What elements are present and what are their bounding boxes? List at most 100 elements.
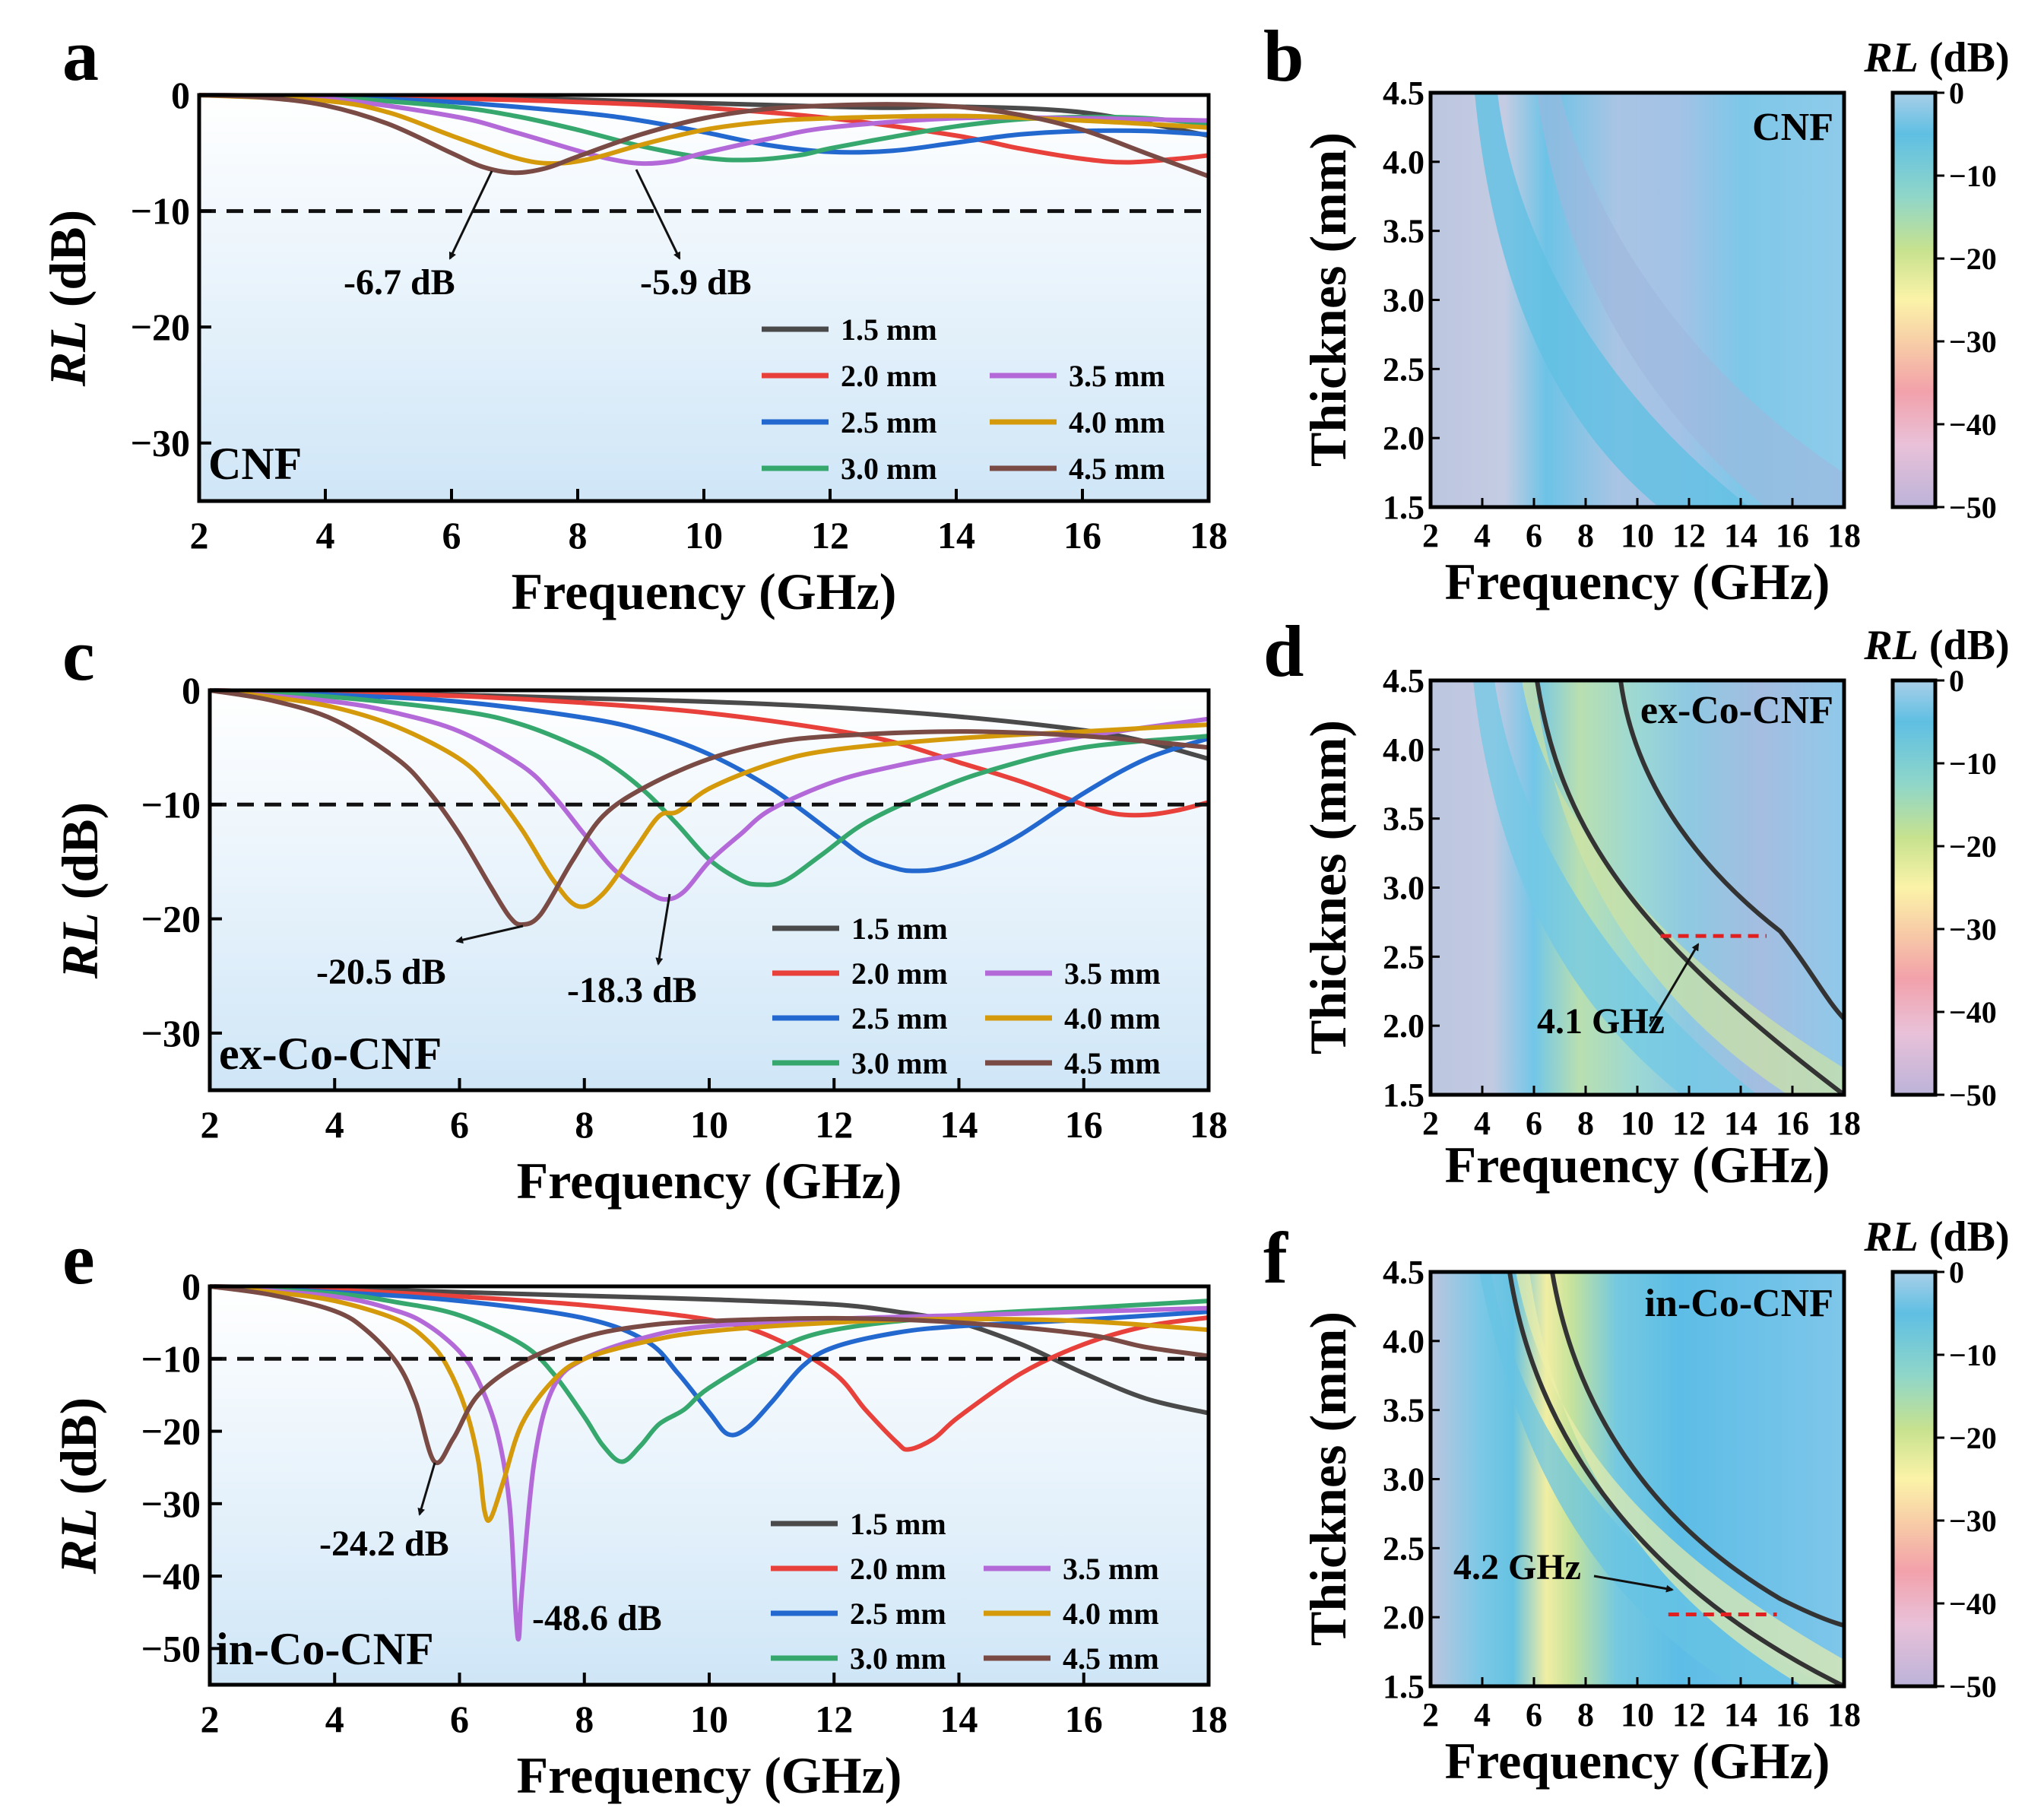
annotation-label-min-3.5mm: -48.6 dB — [532, 1598, 662, 1638]
colorbar-tick-label: −30 — [1949, 325, 1997, 359]
x-tick-label: 8 — [1577, 517, 1594, 554]
y-tick-label: 2.5 — [1383, 1530, 1424, 1567]
x-tick-label: 2 — [190, 514, 209, 557]
colorbar-tick-label: −20 — [1949, 242, 1997, 276]
y-tick-label: −10 — [131, 190, 191, 233]
series-line-2-5-mm — [198, 93, 1209, 155]
y-tick-label: 4.0 — [1383, 1323, 1424, 1360]
annotation-arrow — [635, 169, 681, 260]
y-axis-title-unit: (dB) — [49, 1397, 107, 1508]
x-tick-label: 4 — [316, 514, 335, 557]
x-tick-label: 18 — [1190, 1698, 1228, 1740]
y-tick-label: 0 — [182, 669, 201, 712]
colorbar-tick-label: −30 — [1949, 1504, 1997, 1538]
legend-label-4-0-mm: 4.0 mm — [1064, 1001, 1161, 1035]
y-tick-label: 1.5 — [1383, 489, 1424, 526]
panel-a: a 2 4 6 8 10 12 14 16 18 0 −10 −20 −30 Frequency (GH… — [39, 14, 1228, 620]
legend-label-3-0-mm: 3.0 mm — [850, 1641, 946, 1676]
x-tick-label: 18 — [1190, 1103, 1228, 1146]
sample-label: ex-Co-CNF — [1640, 689, 1833, 732]
x-tick-label: 16 — [1065, 1698, 1103, 1740]
y-tick-label: 4.5 — [1383, 1254, 1424, 1291]
series-line-4-0-mm — [198, 93, 1209, 166]
x-tick-label: 8 — [575, 1698, 594, 1740]
x-tick-label: 12 — [815, 1103, 853, 1146]
x-tick-label: 14 — [1724, 1105, 1757, 1142]
y-tick-label: 3.5 — [1383, 213, 1424, 250]
legend-label-1-5-mm: 1.5 mm — [841, 312, 937, 347]
colorbar-title-italic: RL — [1863, 622, 1919, 669]
x-tick-label: 8 — [1577, 1696, 1594, 1733]
legend: 1.5 mm 2.0 mm 3.5 mm 2.5 mm 4.0 mm 3.0 mm 4.5 … — [771, 1507, 1159, 1676]
y-tick-label: 2.5 — [1383, 350, 1424, 388]
x-tick-label: 12 — [811, 514, 849, 557]
panel-d: d 2 4 6 8 10 12 14 16 18 1.5 2.0 2.5 3.0 3.5 4.0 4.5 ex… — [1263, 610, 2010, 1194]
legend-label-4-5-mm: 4.5 mm — [1064, 1046, 1161, 1080]
series-line-1-5-mm — [209, 1284, 1209, 1416]
series-layer — [209, 688, 1209, 928]
y-axis-title-italic: RL — [49, 1508, 107, 1575]
sample-label: CNF — [1752, 106, 1833, 149]
x-axis-title: Frequency (GHz) — [1445, 1732, 1830, 1790]
colorbar-tick-label: −40 — [1949, 995, 1997, 1029]
annotation-label: -24.2 dB — [319, 1524, 449, 1564]
y-tick-label: 2.0 — [1383, 1599, 1424, 1636]
x-tick-label: 8 — [1577, 1105, 1594, 1142]
colorbar-tick-label: −10 — [1949, 159, 1997, 193]
legend-label-2-0-mm: 2.0 mm — [841, 359, 937, 393]
y-tick-label: −20 — [131, 306, 191, 348]
colorbar: 0 −10 −20 −30 −40 −50 RL (dB) — [1863, 1213, 2009, 1704]
x-tick-label: 18 — [1827, 1105, 1861, 1142]
y-axis-title: Thicknes (mm) — [1299, 720, 1357, 1054]
plot-background — [199, 95, 1209, 501]
x-tick-label: 10 — [690, 1698, 728, 1740]
annotation-arrow — [417, 1462, 436, 1516]
y-axis-title: RL (dB) — [49, 1397, 107, 1575]
y-tick-label: −30 — [141, 1012, 201, 1054]
x-tick-label: 4 — [1474, 517, 1491, 554]
series-line-2-0-mm — [209, 688, 1209, 818]
band-annotation: 4.2 GHz — [1453, 1547, 1674, 1593]
y-axis-title-italic: RL — [51, 912, 109, 979]
series-line-3-0-mm — [209, 688, 1209, 887]
map-frame — [1428, 1270, 1846, 1689]
legend-label-1-5-mm: 1.5 mm — [851, 912, 948, 946]
x-tick-label: 14 — [937, 514, 975, 557]
tick-layer: 2 4 6 8 10 12 14 16 18 1.5 2.0 2.5 3.0 3.5 4.0 4.5 — [1383, 75, 1861, 554]
legend-label-2-5-mm: 2.5 mm — [841, 405, 937, 439]
legend-label-2-5-mm: 2.5 mm — [850, 1597, 946, 1631]
colorbar-tick-label: −50 — [1949, 1078, 1997, 1112]
panel-letter: e — [62, 1218, 95, 1299]
x-tick-label: 16 — [1065, 1103, 1103, 1146]
x-tick-label: 6 — [1526, 517, 1542, 554]
legend-label-4-5-mm: 4.5 mm — [1063, 1641, 1159, 1676]
y-axis-title-unit: (dB) — [39, 210, 97, 320]
colorbar-tick-label: 0 — [1949, 76, 1964, 110]
annotation-label: -6.7 dB — [344, 262, 455, 303]
panel-letter: b — [1263, 15, 1304, 97]
series-line-4-0-mm — [209, 688, 1209, 909]
x-tick-label: 12 — [1672, 1696, 1706, 1733]
legend-label-3-5-mm: 3.5 mm — [1069, 359, 1165, 393]
legend-label-3-5-mm: 3.5 mm — [1064, 956, 1161, 991]
x-tick-label: 2 — [1422, 517, 1439, 554]
annotation-arrow — [655, 893, 671, 966]
series-line-4-5-mm — [209, 1284, 1209, 1466]
x-tick-label: 18 — [1190, 514, 1228, 557]
legend-label-3-0-mm: 3.0 mm — [841, 452, 937, 486]
panel-e: e 2 4 6 8 10 12 14 16 18 0 −10 −20 −30 −40 −50 Frequen… — [49, 1218, 1228, 1804]
x-tick-label: 2 — [1422, 1696, 1439, 1733]
x-axis-title: Frequency (GHz) — [1445, 553, 1830, 610]
x-tick-label: 4 — [1474, 1696, 1491, 1733]
band-annotation: 4.1 GHz — [1537, 943, 1700, 1042]
annotation-label: -18.3 dB — [567, 970, 697, 1010]
legend-label-3-5-mm: 3.5 mm — [1063, 1552, 1159, 1586]
x-tick-label: 6 — [1526, 1696, 1542, 1733]
annotation-arrow — [455, 924, 524, 944]
y-tick-label: 4.0 — [1383, 731, 1424, 769]
colorbar-title: RL (dB) — [1863, 34, 2009, 81]
y-tick-label: 0 — [171, 74, 190, 116]
legend-label-2-0-mm: 2.0 mm — [850, 1552, 946, 1586]
y-tick-label: 4.0 — [1383, 144, 1424, 181]
colorbar-tick-label: −30 — [1949, 912, 1997, 947]
